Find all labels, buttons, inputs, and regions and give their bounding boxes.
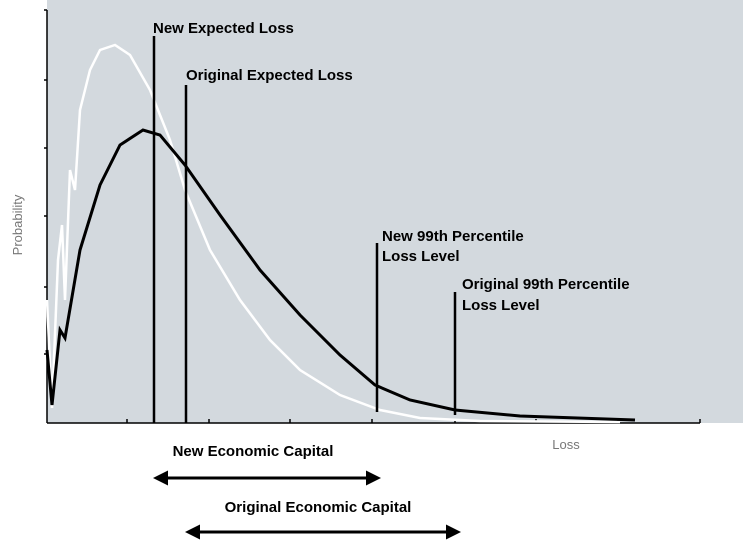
label: Original Expected Loss xyxy=(186,67,353,84)
label: Loss Level xyxy=(382,248,460,265)
label: Original Economic Capital xyxy=(225,499,412,516)
label: Original 99th Percentile xyxy=(462,276,630,293)
label: New 99th Percentile xyxy=(382,228,524,245)
label: New Expected Loss xyxy=(153,20,294,37)
original-distribution xyxy=(45,43,621,424)
plot-area xyxy=(47,0,743,423)
y-axis-label: Probability xyxy=(10,194,25,255)
marker-lines xyxy=(152,36,457,423)
label: Loss Level xyxy=(462,297,540,314)
label: New Economic Capital xyxy=(173,443,334,460)
x-axis-label: Loss xyxy=(552,437,580,452)
